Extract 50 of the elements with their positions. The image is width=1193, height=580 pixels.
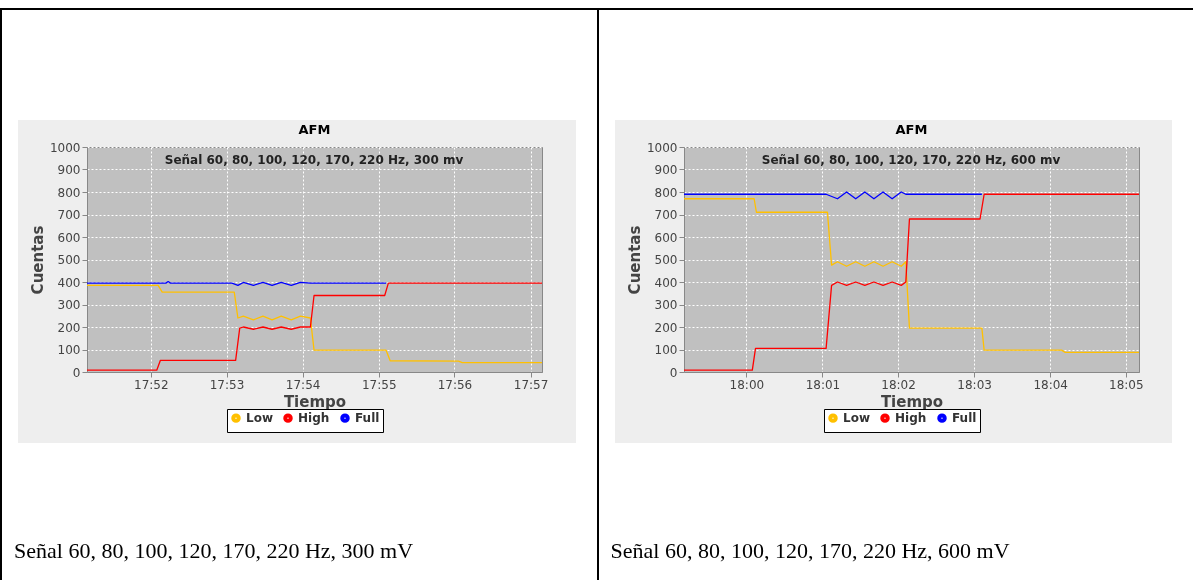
y-axis-title: Cuentas xyxy=(625,225,644,295)
y-tick-label: 200 xyxy=(654,320,677,335)
y-tick-label: 900 xyxy=(57,163,81,177)
y-tick-label: 600 xyxy=(654,230,677,245)
x-tick-label: 17:56 xyxy=(437,377,473,392)
y-axis-title: Cuentas xyxy=(28,225,47,295)
y-tick-label: 1000 xyxy=(49,140,81,155)
y-tick-label: 200 xyxy=(57,320,81,335)
y-tick-label: 300 xyxy=(57,298,81,312)
y-tick-label: 600 xyxy=(57,230,81,245)
y-tick-label: 400 xyxy=(654,275,677,290)
y-tick-label: 700 xyxy=(57,208,81,222)
x-tick-label: 18:02 xyxy=(880,377,916,392)
legend-label: Low xyxy=(842,411,870,426)
annotation: Señal 60, 80, 100, 120, 170, 220 Hz, 600 mv xyxy=(761,153,1060,167)
y-tick-label: 300 xyxy=(654,298,677,312)
y-tick-label: 1000 xyxy=(646,140,677,155)
y-tick-label: 0 xyxy=(72,365,81,380)
x-tick-label: 17:54 xyxy=(285,377,321,392)
x-axis-title: Tiempo xyxy=(283,392,347,411)
text: Señal 60, 80, 100, 120, 170, 220 Hz, 600 mV xyxy=(610,538,1010,564)
x-tick-label: 18:03 xyxy=(956,377,992,392)
chart-title: AFM xyxy=(298,122,331,137)
legend-label: High xyxy=(298,411,330,426)
y-tick-label: 100 xyxy=(654,343,677,357)
x-tick-label: 17:53 xyxy=(209,377,245,392)
x-tick-label: 18:04 xyxy=(1032,377,1068,392)
x-tick-label: 18:01 xyxy=(805,377,840,392)
y-tick-label: 700 xyxy=(654,208,677,222)
y-tick-label: 500 xyxy=(57,253,81,267)
y-tick-label: 0 xyxy=(669,365,677,380)
x-axis-title: Tiempo xyxy=(880,392,943,411)
legend-label: Low xyxy=(246,411,273,426)
x-tick-label: 17:57 xyxy=(513,377,549,392)
y-tick-label: 500 xyxy=(654,253,677,267)
x-tick-label: 17:55 xyxy=(361,377,397,392)
y-tick-label: 800 xyxy=(654,185,677,200)
chart-title: AFM xyxy=(895,122,927,137)
y-tick-label: 400 xyxy=(57,275,81,290)
y-tick-label: 800 xyxy=(57,185,81,200)
x-tick-label: 18:00 xyxy=(729,377,764,392)
y-tick-label: 900 xyxy=(654,163,677,177)
annotation: Señal 60, 80, 100, 120, 170, 220 Hz, 300 mv xyxy=(164,153,464,167)
legend-label: Full xyxy=(951,411,976,426)
legend-label: Full xyxy=(355,411,380,426)
legend-label: High xyxy=(894,411,926,426)
x-tick-label: 17:52 xyxy=(134,377,169,392)
y-tick-label: 100 xyxy=(57,343,81,357)
x-tick-label: 18:05 xyxy=(1108,377,1144,392)
text: Señal 60, 80, 100, 120, 170, 220 Hz, 300 mV xyxy=(14,538,414,564)
